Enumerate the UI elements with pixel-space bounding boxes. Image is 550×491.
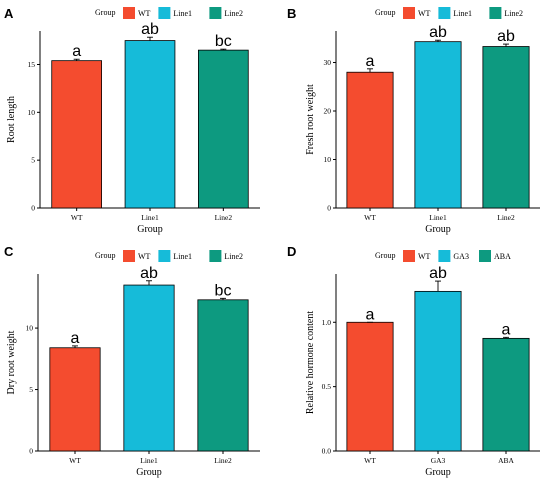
y-tick-label: 10 <box>26 324 34 333</box>
legend-swatch <box>209 250 222 262</box>
legend-swatch <box>479 250 491 262</box>
bar-line2 <box>197 299 249 452</box>
significance-label: a <box>502 321 511 338</box>
legend-swatch <box>438 7 451 19</box>
significance-label: a <box>72 43 81 60</box>
legend-title: Group <box>375 8 395 17</box>
x-tick-label: WT <box>364 456 376 465</box>
panel-a: A Group WT Line1 Line2 0 5 10 15 a WT ab Line1 bc Line… <box>4 6 260 235</box>
panel-letter: D <box>287 244 296 259</box>
significance-label: a <box>366 53 375 70</box>
bar-aba <box>482 337 530 452</box>
x-tick-label: WT <box>71 213 83 222</box>
y-tick-label: 0 <box>327 204 331 213</box>
significance-label: ab <box>429 24 447 41</box>
y-axis-title: Fresh root weight <box>305 84 316 155</box>
panel-letter: A <box>4 6 14 21</box>
legend-swatch <box>158 7 171 19</box>
legend-swatch <box>158 250 171 262</box>
bar-wt <box>346 71 394 209</box>
bar-wt <box>51 60 102 209</box>
legend-swatch <box>123 250 135 262</box>
panel-d: D Group WT GA3 ABA 0.0 0.5 1.0 a WT ab GA3 a ABA Group… <box>287 244 540 478</box>
legend-swatch <box>403 250 415 262</box>
y-tick-label: 0.5 <box>322 382 332 391</box>
y-tick-label: 0.0 <box>322 447 332 456</box>
x-tick-label: WT <box>364 213 376 222</box>
y-tick-label: 5 <box>29 385 33 394</box>
legend-entry: WT <box>138 9 151 18</box>
legend-title: Group <box>95 8 115 17</box>
legend-entry: WT <box>138 252 151 261</box>
legend-swatch <box>209 7 222 19</box>
bar-line1 <box>123 284 175 452</box>
legend-entry: Line1 <box>173 252 192 261</box>
y-axis-title: Relative hormone content <box>305 311 316 415</box>
significance-label: ab <box>140 265 158 282</box>
x-tick-label: Line2 <box>497 213 515 222</box>
y-tick-label: 10 <box>28 108 36 117</box>
x-tick-label: Line2 <box>214 456 232 465</box>
x-axis-title: Group <box>425 224 451 235</box>
x-axis-title: Group <box>137 224 163 235</box>
legend-swatch <box>403 7 415 19</box>
bar-line1 <box>414 41 462 209</box>
legend-entry: Line1 <box>173 9 192 18</box>
panel-b: B Group WT Line1 Line2 0 10 20 30 a WT ab Line1 ab Lin… <box>287 6 540 235</box>
y-tick-label: 0 <box>29 447 33 456</box>
bar-line2 <box>482 46 530 209</box>
panel-letter: B <box>287 6 296 21</box>
panel-letter: C <box>4 244 14 259</box>
x-axis-title: Group <box>425 467 451 478</box>
legend-title: Group <box>375 251 395 260</box>
x-tick-label: Line2 <box>215 213 233 222</box>
x-tick-label: ABA <box>498 456 514 465</box>
panel-c: C Group WT Line1 Line2 0 5 10 a WT ab Line1 bc Line2 G… <box>4 244 260 478</box>
x-tick-label: WT <box>69 456 81 465</box>
significance-label: ab <box>497 28 515 45</box>
y-axis-title: Root length <box>6 96 17 143</box>
x-tick-label: Line1 <box>140 456 158 465</box>
legend-entry: Line2 <box>224 9 243 18</box>
y-tick-label: 20 <box>324 107 332 116</box>
bar-line2 <box>197 49 249 209</box>
y-tick-label: 30 <box>324 58 332 67</box>
y-tick-label: 5 <box>31 156 35 165</box>
legend-entry: WT <box>418 9 431 18</box>
y-tick-label: 1.0 <box>322 318 332 327</box>
legend-swatch <box>438 250 451 262</box>
x-tick-label: Line1 <box>429 213 447 222</box>
x-tick-label: GA3 <box>431 456 446 465</box>
bar-ga3 <box>414 290 462 452</box>
x-axis-title: Group <box>136 467 162 478</box>
significance-label: a <box>366 306 375 323</box>
significance-label: ab <box>141 21 159 38</box>
legend-entry: WT <box>418 252 431 261</box>
significance-label: a <box>71 330 80 347</box>
legend-entry: GA3 <box>453 252 469 261</box>
legend-entry: Line1 <box>453 9 472 18</box>
legend-swatch <box>123 7 135 19</box>
significance-label: bc <box>215 33 232 50</box>
y-tick-label: 0 <box>31 204 35 213</box>
legend-swatch <box>489 7 502 19</box>
legend-entry: ABA <box>494 252 511 261</box>
legend-title: Group <box>95 251 115 260</box>
bar-wt <box>49 347 101 452</box>
y-axis-title: Dry root weight <box>6 330 17 394</box>
x-tick-label: Line1 <box>141 213 159 222</box>
bar-line1 <box>124 40 176 209</box>
significance-label: bc <box>215 282 232 299</box>
significance-label: ab <box>429 265 447 282</box>
legend-entry: Line2 <box>224 252 243 261</box>
y-tick-label: 15 <box>28 60 36 69</box>
bar-wt <box>346 321 394 452</box>
legend-entry: Line2 <box>504 9 523 18</box>
y-tick-label: 10 <box>324 155 332 164</box>
